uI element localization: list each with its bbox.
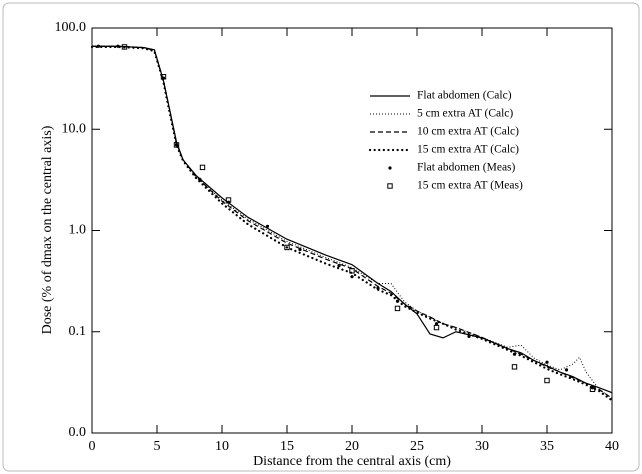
x-tick-label: 20 bbox=[345, 439, 359, 454]
dot-marker bbox=[350, 275, 354, 279]
y-tick-label: 0.1 bbox=[69, 324, 87, 339]
square-marker bbox=[394, 305, 401, 312]
legend-label: 10 cm extra AT (Calc) bbox=[417, 126, 519, 138]
dot-marker bbox=[198, 177, 202, 181]
square-marker bbox=[225, 197, 232, 203]
y-axis-title: Dose (% of dmax on the central axis) bbox=[40, 125, 55, 334]
square-marker bbox=[511, 364, 518, 370]
series-line bbox=[92, 45, 613, 399]
x-tick-label: 35 bbox=[540, 439, 554, 454]
y-tick-label: 100.0 bbox=[55, 20, 87, 35]
series-line bbox=[90, 45, 614, 402]
square-marker bbox=[433, 324, 440, 331]
dot-marker bbox=[376, 286, 380, 290]
dot-marker bbox=[96, 44, 101, 48]
legend-label: Flat abdomen (Meas) bbox=[417, 162, 516, 174]
square-marker bbox=[589, 386, 596, 393]
x-tick-label: 40 bbox=[605, 439, 619, 454]
legend: Flat abdomen (Calc) 5 cm extra AT (Calc) 1… bbox=[368, 90, 523, 192]
dot-marker bbox=[298, 247, 302, 252]
square-marker bbox=[349, 268, 355, 274]
square-marker bbox=[199, 164, 206, 171]
x-tick-label: 0 bbox=[89, 439, 96, 454]
dot-marker bbox=[395, 299, 400, 303]
x-tick-label: 10 bbox=[215, 439, 229, 454]
series-line bbox=[92, 45, 613, 394]
dot-marker bbox=[545, 360, 549, 364]
square-marker bbox=[160, 74, 167, 80]
dot-marker bbox=[337, 264, 341, 268]
square-marker bbox=[387, 183, 393, 189]
square-marker bbox=[173, 142, 180, 148]
series-line bbox=[92, 45, 613, 399]
x-axis-title: Distance from the central axis (cm) bbox=[253, 454, 451, 469]
y-tick-label: 1.0 bbox=[69, 223, 87, 238]
dot-marker bbox=[467, 334, 471, 338]
dot-marker bbox=[174, 143, 179, 147]
square-marker bbox=[284, 244, 290, 251]
dot-marker bbox=[590, 386, 595, 390]
square-marker bbox=[544, 377, 550, 384]
square-marker bbox=[121, 44, 128, 50]
legend-label: 15 cm extra AT (Calc) bbox=[417, 144, 519, 156]
dot-marker bbox=[265, 224, 270, 228]
plot-box bbox=[91, 27, 613, 434]
dot-marker bbox=[512, 352, 517, 356]
x-tick-label: 5 bbox=[154, 439, 161, 454]
x-tick-label: 25 bbox=[410, 439, 424, 454]
legend-label: 5 cm extra AT (Calc) bbox=[417, 108, 513, 120]
dot-marker bbox=[388, 166, 392, 170]
legend-label: 15 cm extra AT (Meas) bbox=[417, 180, 523, 192]
legend-label: Flat abdomen (Calc) bbox=[417, 90, 512, 102]
dot-marker bbox=[564, 368, 569, 372]
dot-marker bbox=[434, 322, 439, 326]
y-tick-label: 10.0 bbox=[62, 121, 87, 136]
dot-marker bbox=[116, 44, 120, 48]
x-tick-label: 30 bbox=[475, 439, 489, 454]
y-tick-label: 0.0 bbox=[69, 425, 87, 440]
x-tick-label: 15 bbox=[280, 439, 294, 454]
